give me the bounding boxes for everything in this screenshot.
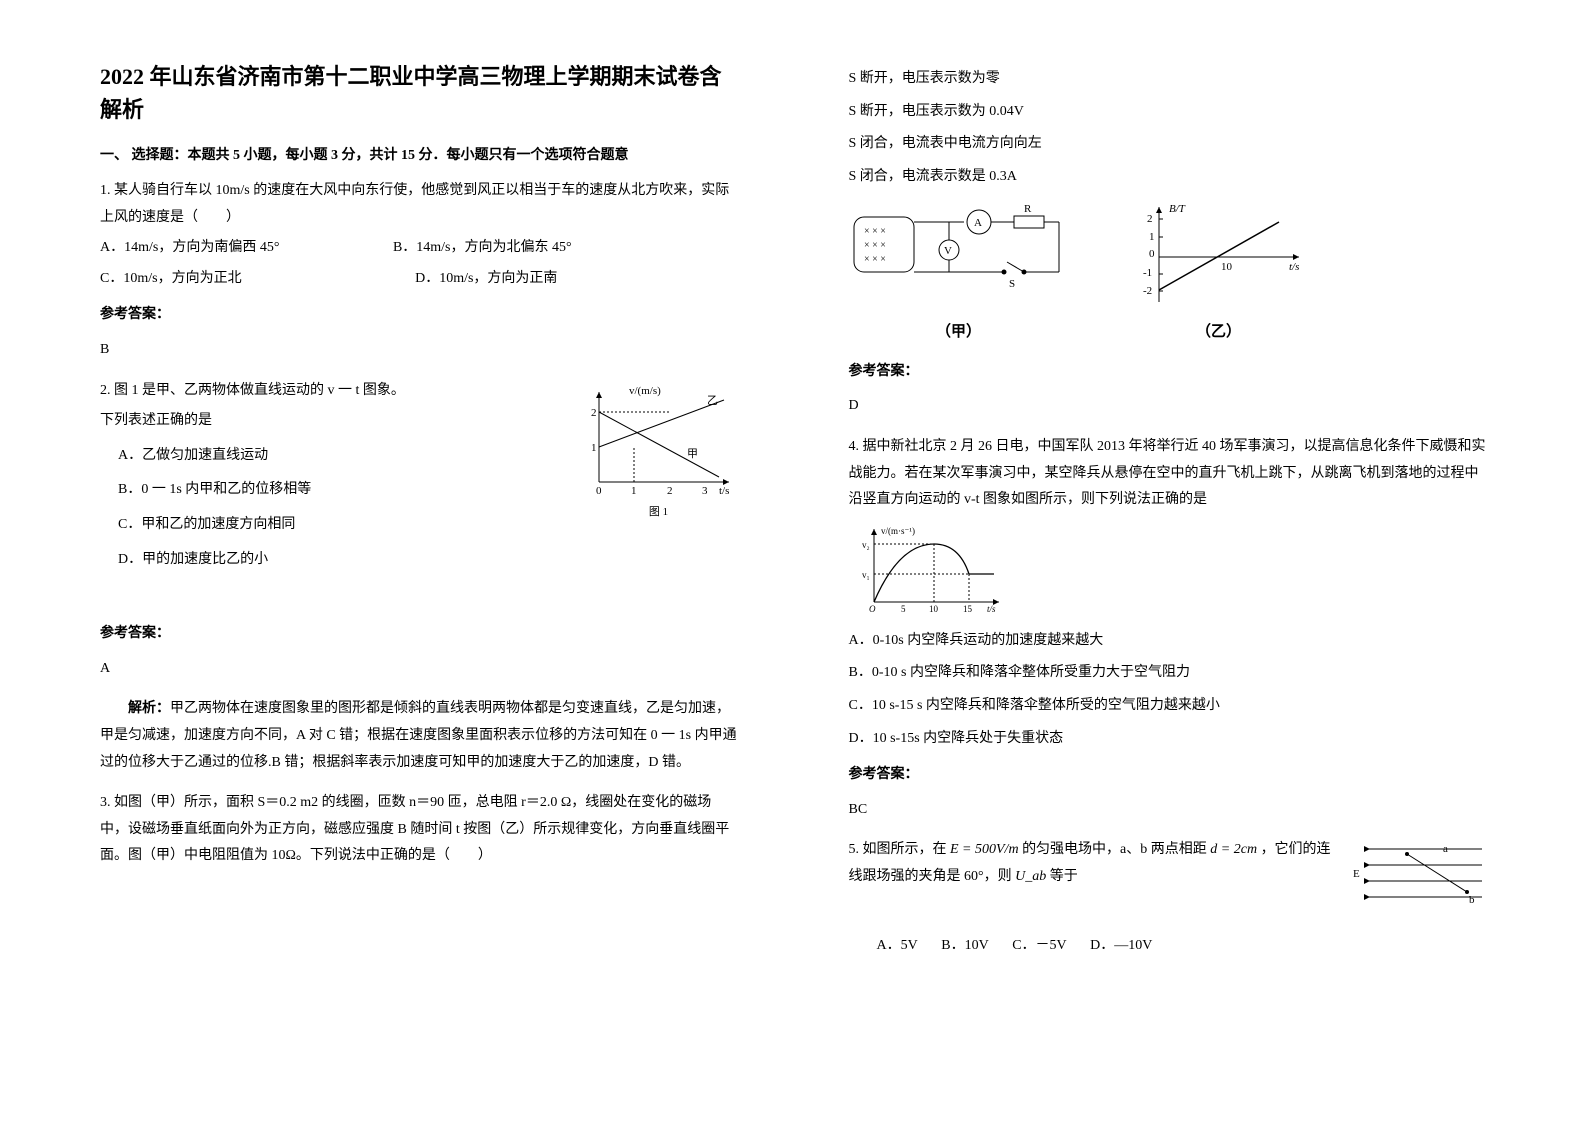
q1-option-a: A．14m/s，方向为南偏西 45° — [100, 235, 279, 262]
svg-text:0: 0 — [1149, 248, 1155, 260]
q3-graph-figure: B/T t/s 2 1 0 -1 -2 10 （乙） — [1129, 202, 1309, 347]
q2-option-d: D．甲的加速度比乙的小 — [118, 547, 739, 574]
q3-figures: × × × × × × × × × A R — [849, 202, 1488, 347]
q3-answer: D — [849, 393, 1488, 420]
svg-text:1: 1 — [1149, 231, 1155, 243]
q2-explanation: 解析：甲乙两物体在速度图象里的图形都是倾斜的直线表明两物体都是匀变速直线，乙是匀… — [100, 696, 739, 776]
q5-option-a: A．5V — [877, 933, 918, 960]
svg-text:1: 1 — [631, 485, 637, 497]
q4-stem: 4. 据中新社北京 2 月 26 日电，中国军队 2013 年将举行近 40 场… — [849, 434, 1488, 514]
q4-option-d: D．10 s-15s 内空降兵处于失重状态 — [849, 726, 1488, 753]
svg-text:15: 15 — [963, 604, 973, 614]
svg-text:0: 0 — [596, 485, 602, 497]
fig-xlabel: t/s — [719, 485, 729, 497]
page-title: 2022 年山东省济南市第十二职业中学高三物理上学期期末试卷含解析 — [100, 60, 739, 126]
svg-text:b: b — [1469, 894, 1475, 906]
svg-text:2: 2 — [667, 485, 673, 497]
svg-text:10: 10 — [1221, 261, 1233, 273]
svg-text:t/s: t/s — [987, 604, 996, 614]
fig-yi-caption: （乙） — [1129, 318, 1309, 347]
q2-answer: A — [100, 656, 739, 683]
svg-text:2: 2 — [591, 407, 597, 419]
svg-text:R: R — [1024, 203, 1032, 215]
question-4: 4. 据中新社北京 2 月 26 日电，中国军队 2013 年将举行近 40 场… — [849, 434, 1488, 823]
q1-option-c: C．10m/s，方向为正北 — [100, 266, 242, 293]
q4-ylabel: v/(m·s⁻¹) — [881, 526, 915, 536]
q3-stem: 3. 如图（甲）所示，面积 S＝0.2 m2 的线圈，匝数 n＝90 匝，总电阻… — [100, 790, 739, 870]
svg-text:O: O — [869, 604, 876, 614]
svg-text:V: V — [944, 245, 952, 257]
q3-option-c: S 闭合，电流表中电流方向向左 — [849, 131, 1488, 158]
svg-text:B/T: B/T — [1169, 203, 1186, 215]
svg-text:10: 10 — [929, 604, 939, 614]
fig-caption: 图 1 — [579, 502, 739, 523]
section-heading: 一、 选择题：本题共 5 小题，每小题 3 分，共计 15 分．每小题只有一个选… — [100, 144, 739, 164]
q1-option-b: B．14m/s，方向为北偏东 45° — [393, 235, 572, 262]
q1-stem: 1. 某人骑自行车以 10m/s 的速度在大风中向东行使，他感觉到风正以相当于车… — [100, 178, 739, 231]
svg-text:-1: -1 — [1143, 267, 1152, 279]
q3-option-d: S 闭合，电流表示数是 0.3A — [849, 164, 1488, 191]
svg-text:a: a — [1443, 843, 1448, 855]
question-3-stem: 3. 如图（甲）所示，面积 S＝0.2 m2 的线圈，匝数 n＝90 匝，总电阻… — [100, 790, 739, 870]
q3-option-a: S 断开，电压表示数为零 — [849, 66, 1488, 93]
svg-text:v₂: v₂ — [862, 540, 870, 550]
answer-label: 参考答案： — [100, 302, 739, 329]
svg-text:× × ×: × × × — [864, 226, 886, 237]
q5-option-c: C．－5V — [1012, 933, 1066, 960]
svg-text:3: 3 — [702, 485, 708, 497]
svg-text:2: 2 — [1147, 213, 1153, 225]
svg-text:× × ×: × × × — [864, 254, 886, 265]
answer-label: 参考答案： — [849, 359, 1488, 386]
q1-answer: B — [100, 337, 739, 364]
svg-text:1: 1 — [591, 442, 597, 454]
q1-option-d: D．10m/s，方向为正南 — [415, 266, 557, 293]
q4-answer: BC — [849, 797, 1488, 824]
fig-jia-caption: （甲） — [849, 318, 1069, 347]
question-3-opts: S 断开，电压表示数为零 S 断开，电压表示数为 0.04V S 闭合，电流表中… — [849, 66, 1488, 420]
q5-option-b: B．10V — [941, 933, 988, 960]
fig-ylabel: v/(m/s) — [629, 385, 661, 397]
question-1: 1. 某人骑自行车以 10m/s 的速度在大风中向东行使，他感觉到风正以相当于车… — [100, 178, 739, 364]
svg-text:v₁: v₁ — [862, 570, 870, 580]
question-5: a b E 5. 如图所示，在 E = 500V/m 的匀强电场中，a、b 两点… — [849, 837, 1488, 960]
q5-option-d: D．—10V — [1090, 933, 1152, 960]
q3-circuit-figure: × × × × × × × × × A R — [849, 202, 1069, 347]
svg-text:A: A — [974, 217, 982, 229]
q4-figure: v/(m·s⁻¹) t/s v₂ v₁ O 5 10 15 — [859, 524, 1488, 614]
svg-text:t/s: t/s — [1289, 261, 1299, 273]
curve-yi-label: 乙 — [707, 394, 718, 407]
answer-label: 参考答案： — [100, 621, 739, 648]
q2-figure: v/(m/s) t/s 2 1 0 1 2 3 甲 乙 图 1 — [579, 382, 739, 523]
svg-text:× × ×: × × × — [864, 240, 886, 251]
answer-label: 参考答案： — [849, 762, 1488, 789]
svg-text:-2: -2 — [1143, 285, 1152, 297]
svg-text:E: E — [1353, 868, 1360, 880]
q4-option-b: B．0-10 s 内空降兵和降落伞整体所受重力大于空气阻力 — [849, 660, 1488, 687]
curve-jia-label: 甲 — [687, 448, 698, 460]
q4-option-a: A．0-10s 内空降兵运动的加速度越来越大 — [849, 628, 1488, 655]
q4-option-c: C．10 s-15 s 内空降兵和降落伞整体所受的空气阻力越来越小 — [849, 693, 1488, 720]
q5-figure: a b E — [1347, 837, 1487, 917]
svg-text:5: 5 — [901, 604, 906, 614]
question-2: v/(m/s) t/s 2 1 0 1 2 3 甲 乙 图 1 2. 图 1 是… — [100, 378, 739, 777]
q3-option-b: S 断开，电压表示数为 0.04V — [849, 99, 1488, 126]
svg-text:S: S — [1009, 278, 1015, 290]
